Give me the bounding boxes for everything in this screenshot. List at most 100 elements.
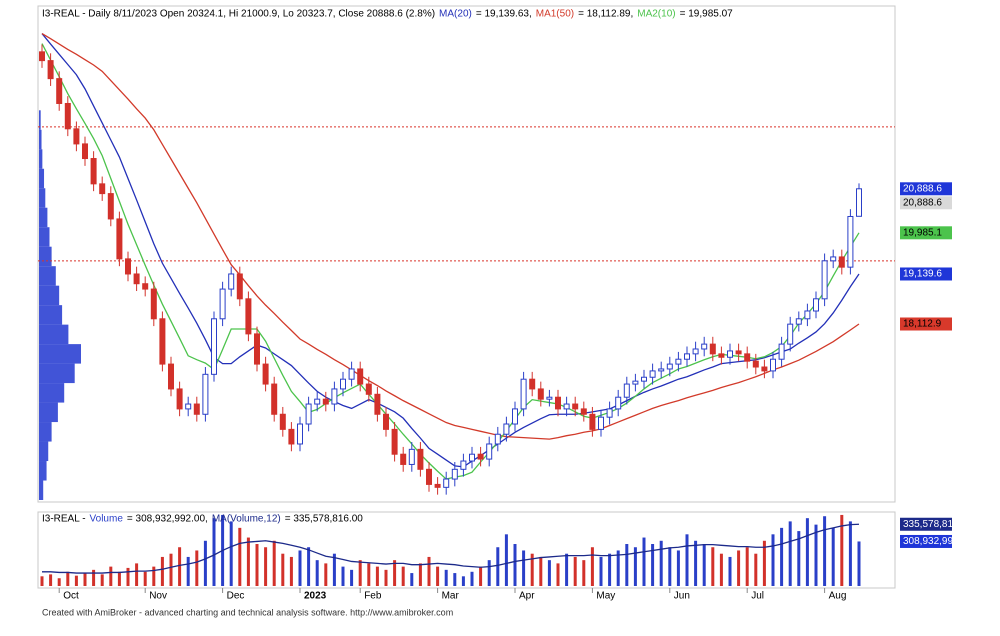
candle-body bbox=[56, 78, 63, 104]
volume-bar bbox=[745, 547, 749, 586]
candle-body bbox=[159, 318, 166, 365]
volume-profile-bar bbox=[39, 461, 47, 481]
candle-body bbox=[39, 51, 45, 62]
price-label-box bbox=[900, 317, 952, 331]
candle-body bbox=[434, 483, 441, 488]
header-text: = 18,112.89, bbox=[578, 9, 633, 20]
header-text: MA2(10) bbox=[637, 9, 675, 20]
candle-body bbox=[666, 363, 673, 370]
volume-bar bbox=[152, 566, 156, 586]
candle-body bbox=[727, 350, 733, 358]
volume-bar bbox=[298, 550, 302, 586]
candle-body bbox=[701, 343, 708, 350]
volume-bar bbox=[117, 571, 121, 586]
volume-bar bbox=[504, 534, 508, 586]
volume-bar bbox=[375, 566, 379, 586]
candle-body bbox=[383, 413, 389, 430]
candle-body bbox=[193, 403, 200, 415]
candle-body bbox=[374, 393, 381, 415]
volume-bar bbox=[754, 553, 758, 586]
price-label-box bbox=[900, 534, 952, 548]
candle-body bbox=[787, 323, 794, 345]
volume-bar bbox=[436, 566, 440, 586]
volume-profile-bar bbox=[39, 149, 43, 169]
candle-body bbox=[520, 378, 527, 410]
volume-bar bbox=[307, 547, 311, 586]
x-tick-label: Aug bbox=[829, 591, 847, 602]
candle-body bbox=[709, 343, 716, 355]
volume-bar bbox=[350, 569, 354, 586]
candle-body bbox=[555, 396, 561, 410]
x-tick-label: Nov bbox=[149, 591, 167, 602]
header-text: = 19,139.63, bbox=[476, 9, 532, 20]
candle-body bbox=[125, 258, 131, 275]
volume-bar bbox=[685, 534, 689, 586]
candle-body bbox=[692, 348, 699, 355]
volume-bar bbox=[625, 544, 629, 586]
volume-bar bbox=[453, 573, 457, 586]
candle-body bbox=[512, 408, 518, 425]
volume-bar bbox=[762, 540, 766, 586]
candle-body bbox=[348, 368, 355, 380]
volume-bar bbox=[126, 567, 130, 586]
volume-bar bbox=[539, 556, 543, 586]
candle-body bbox=[271, 383, 278, 415]
volume-bar bbox=[384, 569, 388, 586]
candle-body bbox=[529, 378, 536, 390]
candle-body bbox=[408, 448, 415, 465]
candle-body bbox=[486, 443, 493, 460]
volume-bar bbox=[737, 550, 741, 586]
candle-body bbox=[623, 383, 630, 398]
x-tick-label: 2023 bbox=[304, 591, 327, 602]
volume-bar bbox=[848, 521, 852, 586]
candle-body bbox=[503, 423, 510, 435]
volume-profile-bar bbox=[39, 324, 69, 345]
volume-bar bbox=[556, 563, 560, 586]
volume-bar bbox=[633, 547, 637, 586]
volume-bar bbox=[711, 547, 715, 586]
candle-body bbox=[64, 102, 71, 130]
volume-profile-bar bbox=[39, 129, 42, 150]
candle-body bbox=[847, 215, 854, 268]
volume-profile-bar bbox=[39, 305, 63, 325]
header-text: = 308,932,992.00, bbox=[127, 514, 208, 525]
volume-profile-bar bbox=[39, 422, 52, 442]
volume-bar bbox=[694, 540, 698, 586]
volume-bar bbox=[659, 540, 663, 586]
volume-bar bbox=[461, 576, 465, 586]
volume-profile-bar bbox=[39, 480, 44, 500]
candle-body bbox=[279, 413, 286, 430]
volume-bar bbox=[83, 573, 87, 586]
candle-body bbox=[821, 260, 828, 300]
volume-profile-bar bbox=[39, 207, 48, 228]
volume-profile-bar bbox=[39, 402, 58, 423]
ma-line bbox=[42, 523, 860, 574]
candle-body bbox=[830, 256, 837, 262]
price-label-box bbox=[900, 226, 952, 240]
volume-bar bbox=[238, 527, 242, 586]
price-label: 19,985.1 bbox=[903, 227, 942, 238]
volume-bar bbox=[169, 553, 173, 586]
candle-body bbox=[322, 398, 329, 405]
header-text: = 19,985.07 bbox=[680, 9, 734, 20]
candle-body bbox=[469, 453, 475, 462]
volume-profile-bar bbox=[39, 344, 81, 364]
price-label-box bbox=[900, 517, 952, 531]
candle-body bbox=[288, 428, 295, 445]
candle-body bbox=[202, 373, 209, 415]
x-tick-label: Jun bbox=[674, 591, 690, 602]
ma-line bbox=[41, 33, 860, 440]
volume-bar bbox=[857, 541, 861, 586]
volume-bar bbox=[358, 560, 362, 586]
volume-bar bbox=[565, 553, 569, 586]
candle-body bbox=[185, 403, 192, 410]
candle-body bbox=[142, 283, 149, 290]
header-text: MA(Volume,12) bbox=[212, 514, 281, 525]
volume-bar bbox=[57, 578, 61, 586]
price-labels: 335,578,816 308,932,992 bbox=[900, 517, 952, 548]
candle-body bbox=[236, 273, 243, 300]
volume-bar bbox=[109, 566, 113, 586]
volume-bar bbox=[608, 553, 612, 586]
volume-bar bbox=[401, 566, 405, 586]
